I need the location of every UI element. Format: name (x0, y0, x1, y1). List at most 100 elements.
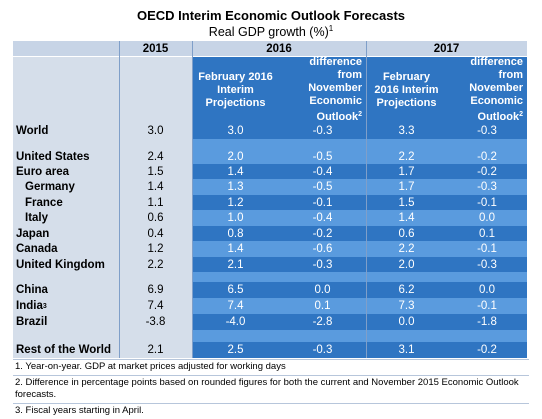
projection-2017: 3.3 (366, 123, 447, 139)
spacer-row (13, 139, 527, 149)
spacer-cell (366, 272, 447, 282)
projection-2017: 1.7 (366, 179, 447, 195)
spacer-cell (366, 330, 447, 342)
spacer-cell (13, 272, 119, 282)
projection-2016: 2.0 (192, 149, 279, 164)
difference-2017: 0.1 (447, 226, 527, 241)
header-2017-difference: difference from November Economic Outloo… (447, 57, 527, 123)
country-label: Italy (13, 210, 119, 226)
difference-2017: -0.1 (447, 195, 527, 210)
country-name: World (16, 125, 49, 137)
spacer-cell (447, 272, 527, 282)
country-name: United States (16, 150, 90, 163)
country-label: United Kingdom (13, 257, 119, 272)
spacer-cell (279, 272, 366, 282)
country-label: France (13, 195, 119, 210)
projection-2016: 1.4 (192, 241, 279, 257)
spacer-cell (279, 330, 366, 342)
value-2015: 2.4 (119, 149, 192, 164)
projection-2017: 1.5 (366, 195, 447, 210)
spacer-cell (192, 330, 279, 342)
difference-2016: -0.4 (279, 210, 366, 226)
difference-2016: 0.1 (279, 298, 366, 314)
projection-2017: 0.6 (366, 226, 447, 241)
value-2015: 2.1 (119, 342, 192, 358)
table-row: United Kingdom 2.2 2.1 -0.3 2.0 -0.3 (13, 257, 527, 272)
spacer-cell (119, 272, 192, 282)
country-label: Euro area (13, 164, 119, 179)
footnotes: 1. Year-on-year. GDP at market prices ad… (13, 359, 529, 419)
table-title: OECD Interim Economic Outlook Forecasts (137, 8, 405, 23)
difference-2017: 0.0 (447, 210, 527, 226)
table-row: Italy 0.6 1.0 -0.4 1.4 0.0 (13, 210, 527, 226)
country-label: India 3 (13, 298, 119, 314)
year-header-row: 2015 2016 2017 (13, 41, 527, 56)
value-2015: -3.8 (119, 314, 192, 330)
header-blank (13, 41, 119, 56)
header-2016-projections: February 2016 Interim Projections (192, 57, 279, 123)
column-separator (366, 41, 367, 358)
table-row: Brazil -3.8 -4.0 -2.8 0.0 -1.8 (13, 314, 527, 330)
spacer-cell (13, 330, 119, 342)
spacer-cell (13, 139, 119, 149)
table-row: World 3.0 3.0 -0.3 3.3 -0.3 (13, 123, 527, 139)
table-row: France 1.1 1.2 -0.1 1.5 -0.1 (13, 195, 527, 210)
projection-2016: 7.4 (192, 298, 279, 314)
projection-2016: 1.3 (192, 179, 279, 195)
spacer-cell (447, 330, 527, 342)
country-label: Canada (13, 241, 119, 257)
projection-2016: 0.8 (192, 226, 279, 241)
column-separator (119, 41, 120, 358)
country-name: Rest of the World (16, 344, 111, 356)
country-label: Brazil (13, 314, 119, 330)
difference-2016: -2.8 (279, 314, 366, 330)
projection-2016: 2.5 (192, 342, 279, 358)
header-2017-difference-text: difference from November Economic Outloo… (469, 57, 523, 123)
country-name: France (25, 196, 63, 209)
projection-2016: 1.0 (192, 210, 279, 226)
difference-2017: 0.0 (447, 282, 527, 298)
difference-2016: -0.2 (279, 226, 366, 241)
table-row: Germany 1.4 1.3 -0.5 1.7 -0.3 (13, 179, 527, 195)
spacer-cell (279, 139, 366, 149)
spacer-cell (119, 330, 192, 342)
difference-2017: -0.2 (447, 342, 527, 358)
country-label: Rest of the World (13, 342, 119, 358)
projection-2016: 1.4 (192, 164, 279, 179)
header-2016-difference-note: 2 (358, 111, 362, 118)
header-2016: 2016 (192, 41, 366, 56)
value-2015: 1.2 (119, 241, 192, 257)
value-2015: 2.2 (119, 257, 192, 272)
header-2017-difference-note: 2 (519, 111, 523, 118)
projection-2016: -4.0 (192, 314, 279, 330)
country-name: Japan (16, 227, 50, 240)
header-2015: 2015 (119, 41, 192, 56)
country-name: Brazil (16, 316, 48, 328)
difference-2017: -1.8 (447, 314, 527, 330)
spacer-row (13, 272, 527, 282)
difference-2016: -0.5 (279, 179, 366, 195)
projection-2017: 2.0 (366, 257, 447, 272)
difference-2016: -0.4 (279, 164, 366, 179)
footnote-2: 2. Difference in percentage points based… (13, 375, 529, 403)
table-row: Euro area 1.5 1.4 -0.4 1.7 -0.2 (13, 164, 527, 179)
difference-2017: -0.3 (447, 179, 527, 195)
table-row: Canada 1.2 1.4 -0.6 2.2 -0.1 (13, 241, 527, 257)
spacer-cell (366, 139, 447, 149)
table-row: United States 2.4 2.0 -0.5 2.2 -0.2 (13, 149, 527, 164)
country-name: Italy (25, 212, 49, 224)
spacer-cell (447, 139, 527, 149)
header-2017-projections: February 2016 Interim Projections (366, 57, 447, 123)
difference-2016: -0.3 (279, 257, 366, 272)
value-2015: 1.4 (119, 179, 192, 195)
projection-2017: 7.3 (366, 298, 447, 314)
projection-2017: 2.2 (366, 241, 447, 257)
difference-2017: -0.2 (447, 164, 527, 179)
header-blank-2015 (119, 57, 192, 123)
country-footnote-marker: 3 (42, 302, 47, 310)
projection-2016: 2.1 (192, 257, 279, 272)
footnote-1: 1. Year-on-year. GDP at market prices ad… (13, 359, 529, 375)
difference-2017: -0.1 (447, 298, 527, 314)
difference-2016: -0.6 (279, 241, 366, 257)
